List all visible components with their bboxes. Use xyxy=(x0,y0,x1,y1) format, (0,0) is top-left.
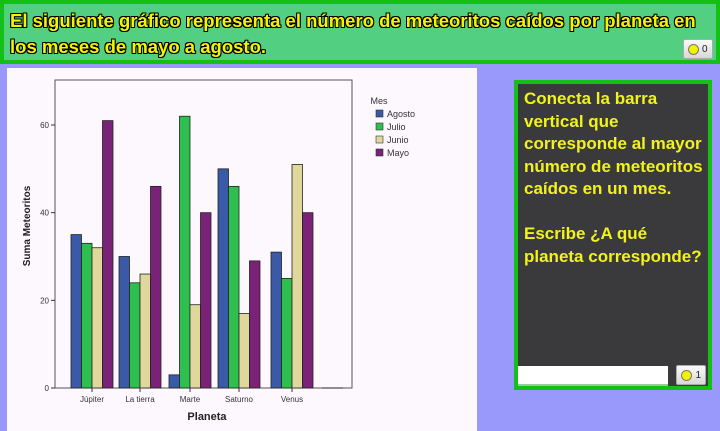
legend-label-agosto: Agosto xyxy=(387,109,415,119)
bar-chart: 0 20 40 60 Júpiter La tierra Marte Saturno Venus… xyxy=(22,79,415,423)
bar-julio-4 xyxy=(281,278,293,389)
bar-agosto-3 xyxy=(217,168,229,389)
bar-mayo-0 xyxy=(102,120,114,389)
bar-mayo-2 xyxy=(200,212,212,389)
bar-julio-2 xyxy=(179,115,191,389)
bar-junio-0 xyxy=(91,247,103,389)
bar-agosto-0 xyxy=(70,234,82,389)
x-tick-label: La tierra xyxy=(125,395,155,404)
legend-label-mayo: Mayo xyxy=(387,148,409,158)
coin-icon xyxy=(681,369,693,381)
y-axis-label: Suma Meteoritos xyxy=(22,185,33,266)
question-text: Conecta la barra vertical que correspond… xyxy=(524,89,703,266)
answer-score-value: 1 xyxy=(695,369,701,381)
answer-input[interactable] xyxy=(518,366,668,386)
x-tick-label: Marte xyxy=(180,395,201,404)
coin-icon xyxy=(688,43,699,55)
legend-label-julio: Julio xyxy=(387,122,406,132)
bar-julio-0 xyxy=(81,242,93,389)
bar-mayo-3 xyxy=(249,260,261,389)
y-tick-label: 0 xyxy=(45,384,50,393)
legend-swatch-mayo xyxy=(375,148,384,157)
legend-label-junio: Junio xyxy=(387,135,409,145)
chart-panel: 0 20 40 60 Júpiter La tierra Marte Saturno Venus… xyxy=(7,68,477,431)
bar-agosto-4 xyxy=(270,251,282,389)
y-tick-label: 20 xyxy=(40,296,49,305)
score-badge[interactable]: 0 xyxy=(683,39,713,59)
header-banner: El siguiente gráfico representa el númer… xyxy=(0,0,720,64)
page-title: El siguiente gráfico representa el númer… xyxy=(10,10,696,57)
bar-junio-2 xyxy=(189,304,201,389)
bar-julio-1 xyxy=(129,282,141,389)
bar-agosto-1 xyxy=(118,256,130,389)
bar-mayo-4 xyxy=(302,212,314,389)
score-value: 0 xyxy=(702,43,708,55)
answer-score-badge[interactable]: 1 xyxy=(676,365,706,385)
legend-swatch-julio xyxy=(375,122,384,131)
bar-junio-1 xyxy=(139,273,151,389)
bar-junio-3 xyxy=(238,313,250,389)
x-tick-label: Venus xyxy=(281,395,303,404)
x-tick-label: Júpiter xyxy=(80,395,104,404)
y-tick-label: 40 xyxy=(40,209,49,218)
y-tick-label: 60 xyxy=(40,121,49,130)
bar-agosto-2 xyxy=(168,374,180,389)
x-tick-label: Saturno xyxy=(225,395,254,404)
question-panel: Conecta la barra vertical que correspond… xyxy=(514,80,712,390)
bar-mayo-1 xyxy=(150,185,162,389)
bar-julio-3 xyxy=(228,185,240,389)
legend-title: Mes xyxy=(370,96,388,106)
bar-junio-4 xyxy=(291,164,303,389)
legend-swatch-junio xyxy=(375,135,384,144)
legend-swatch-agosto xyxy=(375,109,384,118)
x-axis-label: Planeta xyxy=(187,411,227,423)
